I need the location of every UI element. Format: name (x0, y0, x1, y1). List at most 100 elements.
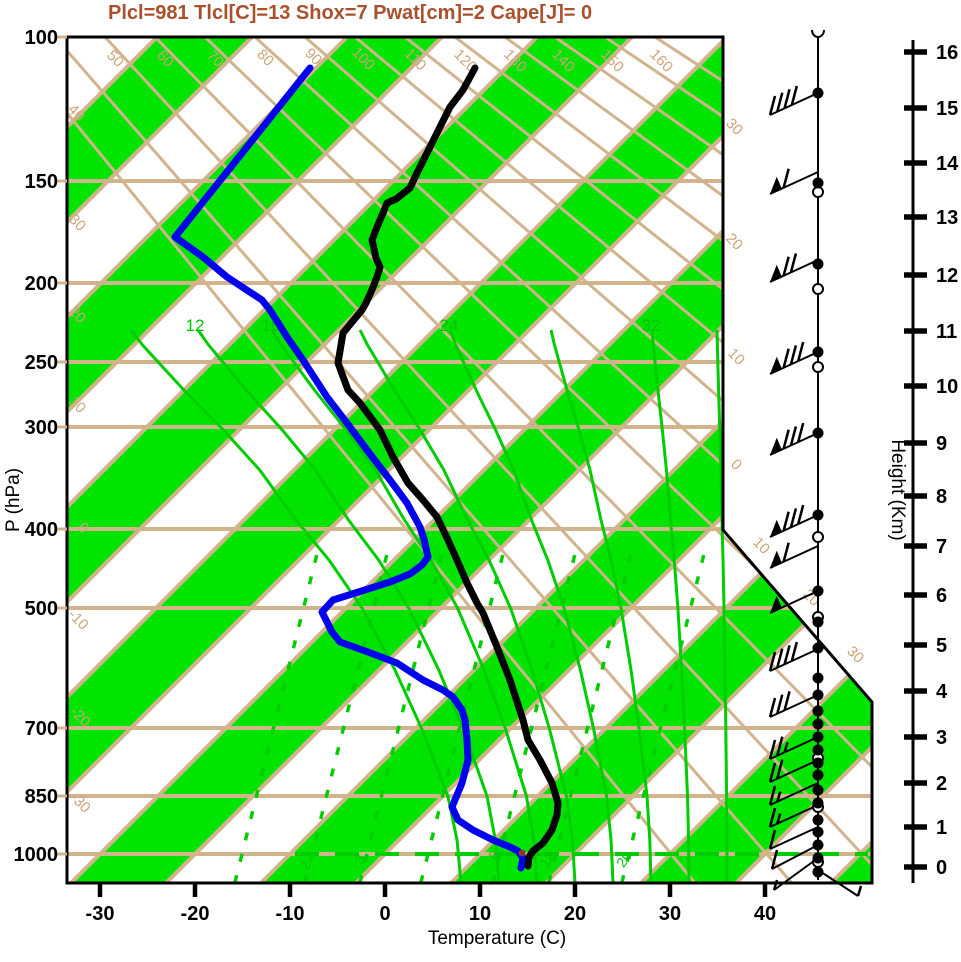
y-axis-title: P (hPa) (3, 467, 24, 533)
moist-adiabat-label: 12 (186, 316, 205, 335)
full-barb (782, 348, 790, 369)
full-barb (789, 345, 798, 365)
full-barb (768, 807, 777, 828)
temperature-tick-label: 0 (379, 903, 390, 925)
plot-frame (65, 35, 874, 885)
wind-barb (769, 341, 819, 375)
height-axis-title: Height (Km) (887, 439, 908, 541)
station-dot (812, 689, 824, 701)
station-open-circle (812, 531, 824, 543)
isotherm-line (544, 37, 872, 883)
wind-barb-column (768, 29, 863, 897)
full-barb (776, 92, 784, 112)
height-tick-label: 6 (936, 585, 947, 607)
moist-adiabat-line (650, 329, 691, 883)
tan-line-label: -30 (67, 789, 94, 816)
full-barb (796, 504, 805, 525)
height-tick-label: 1 (936, 817, 947, 839)
wind-barb (768, 691, 819, 718)
wind-barb (768, 759, 819, 783)
moist-adiabat-line (129, 329, 463, 883)
full-barb (790, 85, 799, 106)
pennant (770, 356, 782, 374)
tan-line-label: 20 (722, 230, 746, 254)
mixing-ratio-line (358, 547, 446, 883)
tan-line-label: -10 (65, 606, 92, 633)
full-barb (789, 253, 798, 273)
tan-line-label: 0 (727, 456, 745, 474)
wind-barb (768, 736, 819, 760)
plot-boundary (65, 35, 874, 885)
station-dot (812, 87, 824, 99)
dry-adiabat-line (404, 37, 872, 883)
isotherm-line (259, 37, 872, 883)
pennant (770, 550, 782, 568)
height-tick-label: 0 (936, 857, 947, 879)
wind-barb (770, 844, 819, 870)
moist-adiabat-label: 24 (440, 316, 459, 335)
pressure-tick-label: 500 (25, 598, 58, 620)
height-tick-label: 13 (936, 207, 958, 229)
dry-adiabat-line (253, 37, 872, 883)
station-dot (812, 866, 824, 878)
full-barb (783, 691, 791, 711)
tan-line-label: 10 (724, 345, 748, 369)
full-barb (796, 422, 805, 443)
mixing-ratio-line (303, 547, 391, 883)
station-dot (812, 839, 824, 851)
height-tick-label: 14 (936, 153, 959, 175)
full-barb (776, 736, 784, 756)
green-band (451, 37, 872, 883)
station-dot (812, 718, 824, 730)
full-barb (782, 511, 790, 532)
wind-barb (768, 641, 819, 672)
pressure-tick-label: 250 (25, 352, 58, 374)
station-open-circle (812, 283, 824, 295)
station-dot (812, 427, 824, 439)
pressure-tick-label: 300 (25, 417, 58, 439)
mixing-ratio-label: 20 (613, 848, 635, 870)
dry-adiabat-line (454, 37, 872, 883)
moist-adiabat-label: 32 (642, 316, 661, 335)
half-barb (772, 879, 779, 891)
mixing-ratio-line (620, 547, 708, 883)
moist-adiabat-line (448, 329, 615, 883)
full-barb (796, 341, 805, 362)
height-tick-label: 15 (936, 98, 958, 120)
full-barb (782, 256, 790, 277)
moist-adiabat-line (715, 329, 729, 883)
pennant (770, 519, 782, 537)
height-tick-label: 16 (936, 42, 958, 64)
full-barb (768, 95, 777, 116)
full-barb (768, 785, 777, 806)
height-tick-label: 4 (936, 681, 948, 703)
sounding-curves (171, 64, 562, 872)
wind-barb (768, 85, 819, 116)
half-barb (856, 885, 863, 897)
station-dot (812, 616, 824, 628)
station-dot (812, 258, 824, 270)
dry-adiabat-line (504, 37, 872, 883)
pressure-tick-label: 700 (25, 718, 58, 740)
wind-barb (769, 422, 819, 456)
tan-line-label: 160 (646, 46, 676, 76)
moist-adiabat-line (549, 329, 653, 883)
temperature-tick-label: -20 (181, 903, 210, 925)
isotherm-line (67, 37, 634, 883)
green-band (67, 37, 632, 883)
pressure-tick-label: 1000 (14, 844, 59, 866)
full-barb (768, 762, 777, 783)
station-dot (812, 826, 824, 838)
full-barb (782, 542, 790, 563)
station-dot (812, 744, 824, 756)
dry-adiabat-line (67, 37, 793, 883)
temperature-tick-label: -30 (86, 903, 115, 925)
height-tick-label: 2 (936, 773, 947, 795)
station-dot (812, 797, 824, 809)
isotherm-line (67, 37, 349, 883)
wind-barb-stem (769, 826, 819, 850)
lcl-marker (518, 849, 526, 857)
temperature-axis: -30 -20 -10 0 10 20 30 40 (86, 884, 776, 925)
moist-adiabats (129, 329, 729, 883)
